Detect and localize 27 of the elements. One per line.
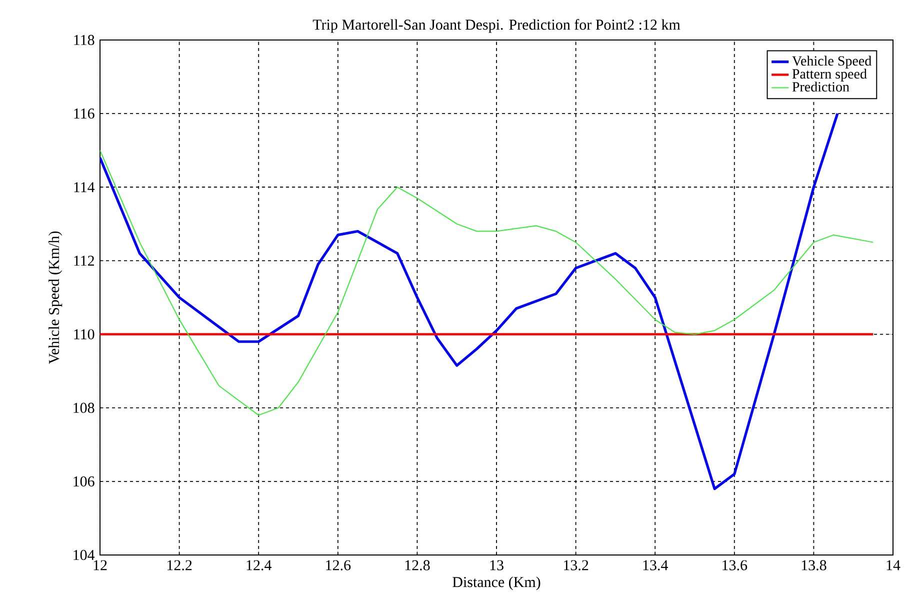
x-tick-label: 12.8 <box>405 560 430 570</box>
x-tick-label: 13.6 <box>722 560 748 570</box>
x-tick-label: 13.4 <box>643 560 668 570</box>
legend-label: Vehicle Speed <box>792 56 872 68</box>
x-axis-title: Distance (Km) <box>452 576 540 590</box>
x-tick-label: 12.4 <box>246 560 272 570</box>
x-tick-label: 13.8 <box>802 560 826 570</box>
x-tick-label: 14 <box>886 560 900 570</box>
line-series <box>100 112 839 490</box>
legend-label: Pattern speed <box>792 68 867 82</box>
y-tick-label: 110 <box>74 329 94 340</box>
y-tick-label: 106 <box>74 476 94 486</box>
y-axis-title: Vehicle Speed (Km/h) <box>48 232 62 364</box>
y-tick-label: 118 <box>74 34 94 46</box>
x-tick-label: 12 <box>94 560 107 570</box>
y-tick-label: 112 <box>74 256 94 266</box>
x-tick-label: 13 <box>490 560 504 570</box>
line-series <box>100 150 874 416</box>
y-tick-label: 114 <box>74 182 95 192</box>
y-tick-label: 116 <box>74 108 94 119</box>
y-tick-label: 108 <box>74 402 94 413</box>
x-tick-label: 13.2 <box>564 560 588 570</box>
x-tick-label: 12.2 <box>168 560 192 570</box>
y-tick-label: 104 <box>74 550 95 560</box>
legend-label: Prediction <box>792 82 850 92</box>
x-tick-label: 12.6 <box>326 560 351 570</box>
chart-title: Trip Martorell-San Joant Despi. Prediction for Point2 :12 km <box>312 19 680 33</box>
